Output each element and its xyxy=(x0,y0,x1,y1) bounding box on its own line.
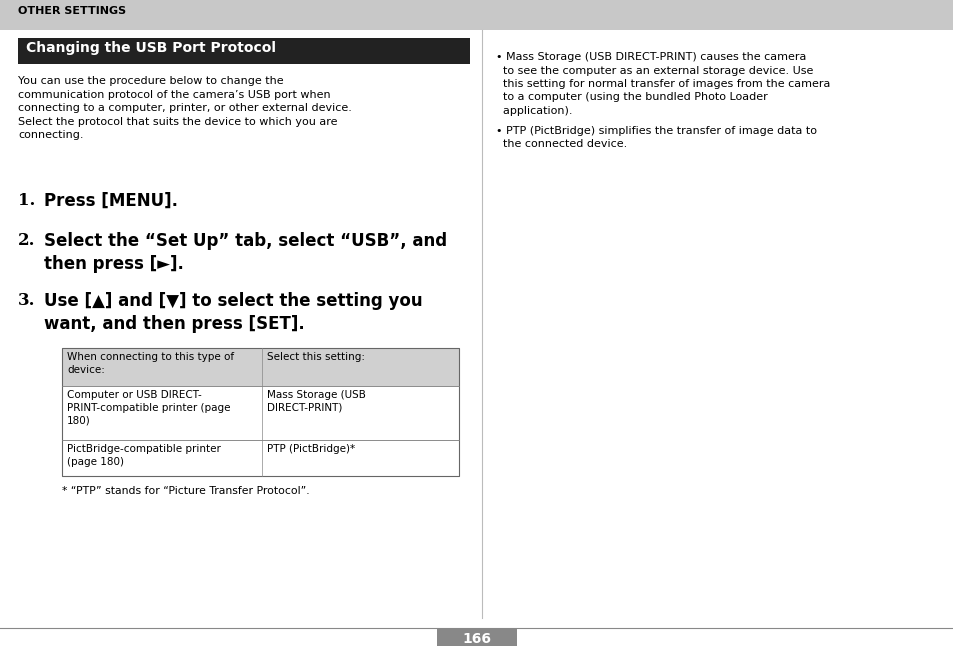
Text: PictBridge-compatible printer
(page 180): PictBridge-compatible printer (page 180) xyxy=(67,444,221,467)
Text: You can use the procedure below to change the
communication protocol of the came: You can use the procedure below to chang… xyxy=(18,76,352,140)
Bar xyxy=(0,0,953,30)
Text: Computer or USB DIRECT-
PRINT-compatible printer (page
180): Computer or USB DIRECT- PRINT-compatible… xyxy=(67,390,231,426)
Text: 2.: 2. xyxy=(18,232,35,249)
Text: 3.: 3. xyxy=(18,292,35,309)
Bar xyxy=(62,386,458,440)
Bar xyxy=(62,348,458,476)
Text: PTP (PictBridge)*: PTP (PictBridge)* xyxy=(267,444,355,454)
Text: this setting for normal transfer of images from the camera: this setting for normal transfer of imag… xyxy=(496,79,829,89)
Text: Mass Storage (USB
DIRECT-PRINT): Mass Storage (USB DIRECT-PRINT) xyxy=(267,390,366,413)
Text: 1.: 1. xyxy=(18,192,35,209)
Text: application).: application). xyxy=(496,106,572,116)
Text: the connected device.: the connected device. xyxy=(496,139,626,149)
Text: Use [▲] and [▼] to select the setting you
want, and then press [SET].: Use [▲] and [▼] to select the setting yo… xyxy=(44,292,422,333)
Text: Select this setting:: Select this setting: xyxy=(267,352,365,362)
Text: • PTP (PictBridge) simplifies the transfer of image data to: • PTP (PictBridge) simplifies the transf… xyxy=(496,125,816,136)
Text: to a computer (using the bundled Photo Loader: to a computer (using the bundled Photo L… xyxy=(496,92,767,103)
Text: Changing the USB Port Protocol: Changing the USB Port Protocol xyxy=(26,41,275,55)
Text: to see the computer as an external storage device. Use: to see the computer as an external stora… xyxy=(496,65,813,76)
Bar xyxy=(62,348,458,386)
Text: * “PTP” stands for “Picture Transfer Protocol”.: * “PTP” stands for “Picture Transfer Pro… xyxy=(62,486,310,496)
Text: • Mass Storage (USB DIRECT-PRINT) causes the camera: • Mass Storage (USB DIRECT-PRINT) causes… xyxy=(496,52,805,62)
Text: 166: 166 xyxy=(462,632,491,646)
Text: Select the “Set Up” tab, select “USB”, and
then press [►].: Select the “Set Up” tab, select “USB”, a… xyxy=(44,232,447,273)
Bar xyxy=(18,38,470,64)
Bar xyxy=(436,629,517,646)
Text: Press [MENU].: Press [MENU]. xyxy=(44,192,178,210)
Bar xyxy=(62,440,458,476)
Text: When connecting to this type of
device:: When connecting to this type of device: xyxy=(67,352,233,375)
Text: OTHER SETTINGS: OTHER SETTINGS xyxy=(18,6,126,16)
